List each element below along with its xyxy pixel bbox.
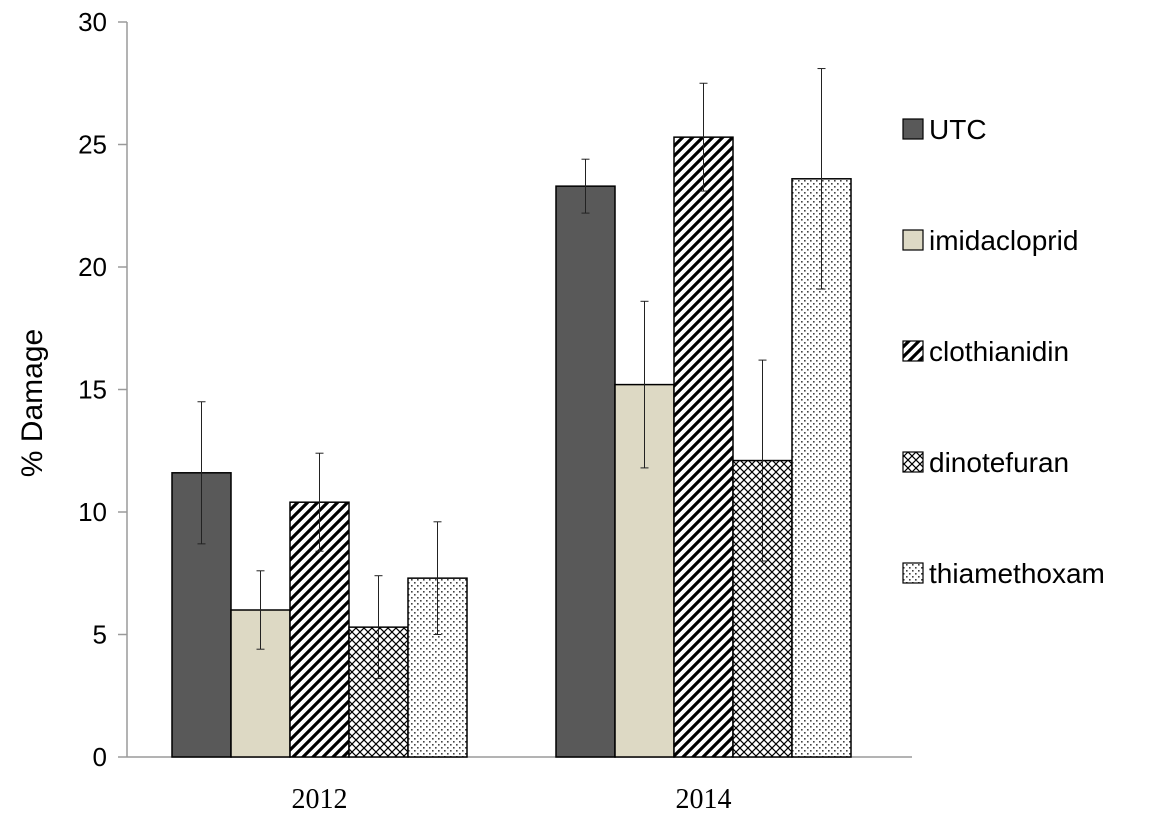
error-bar-dinotefuran-2012: [374, 575, 383, 680]
y-tick-label: 15: [78, 375, 107, 405]
legend-swatch: [902, 229, 924, 251]
y-tick-label: 5: [93, 620, 107, 650]
legend-swatch: [902, 118, 924, 140]
y-tick-label: 0: [93, 742, 107, 772]
legend-label: imidacloprid: [929, 225, 1078, 256]
error-bar-imidacloprid-2012: [256, 570, 265, 650]
error-bar-dinotefuran-2014: [758, 359, 767, 562]
error-bar-thiamethoxam-2012: [433, 521, 442, 635]
x-tick-label: 2014: [676, 784, 732, 815]
error-bar-clothianidin-2012: [315, 452, 324, 552]
error-bar-imidacloprid-2014: [640, 300, 649, 469]
bar-clothianidin-2014: [673, 136, 734, 758]
x-tick-labels: 2012 2014: [292, 784, 732, 815]
bars: [171, 136, 852, 758]
legend-label: UTC: [929, 114, 987, 145]
error-bar-UTC-2012: [197, 401, 206, 545]
y-axis-title: % Damage: [16, 329, 49, 477]
error-bars: [197, 68, 826, 680]
error-bar-UTC-2014: [581, 158, 590, 214]
legend-label: dinotefuran: [929, 447, 1069, 478]
legend-swatch: [902, 340, 924, 362]
y-tick-label: 30: [78, 7, 107, 37]
y-tick-label: 25: [78, 130, 107, 160]
error-bar-clothianidin-2014: [699, 82, 708, 192]
bar-UTC-2014: [555, 185, 616, 758]
legend-label: clothianidin: [929, 336, 1069, 367]
legend-item-imidacloprid: imidacloprid: [902, 225, 1078, 256]
legend-item-thiamethoxam: thiamethoxam: [902, 558, 1105, 589]
y-ticks: 0 5 10 15 20 25 30: [78, 7, 127, 772]
error-bar-thiamethoxam-2014: [817, 68, 826, 290]
legend-label: thiamethoxam: [929, 558, 1105, 589]
y-tick-label: 20: [78, 252, 107, 282]
legend-item-UTC: UTC: [902, 114, 987, 145]
legend: UTC imidacloprid clothianidin dinotefuran th…: [902, 114, 1105, 589]
y-tick-label: 10: [78, 497, 107, 527]
legend-item-clothianidin: clothianidin: [902, 336, 1069, 367]
legend-item-dinotefuran: dinotefuran: [902, 447, 1069, 478]
legend-swatch: [902, 451, 924, 473]
legend-swatch: [902, 562, 924, 584]
x-tick-label: 2012: [292, 784, 348, 815]
